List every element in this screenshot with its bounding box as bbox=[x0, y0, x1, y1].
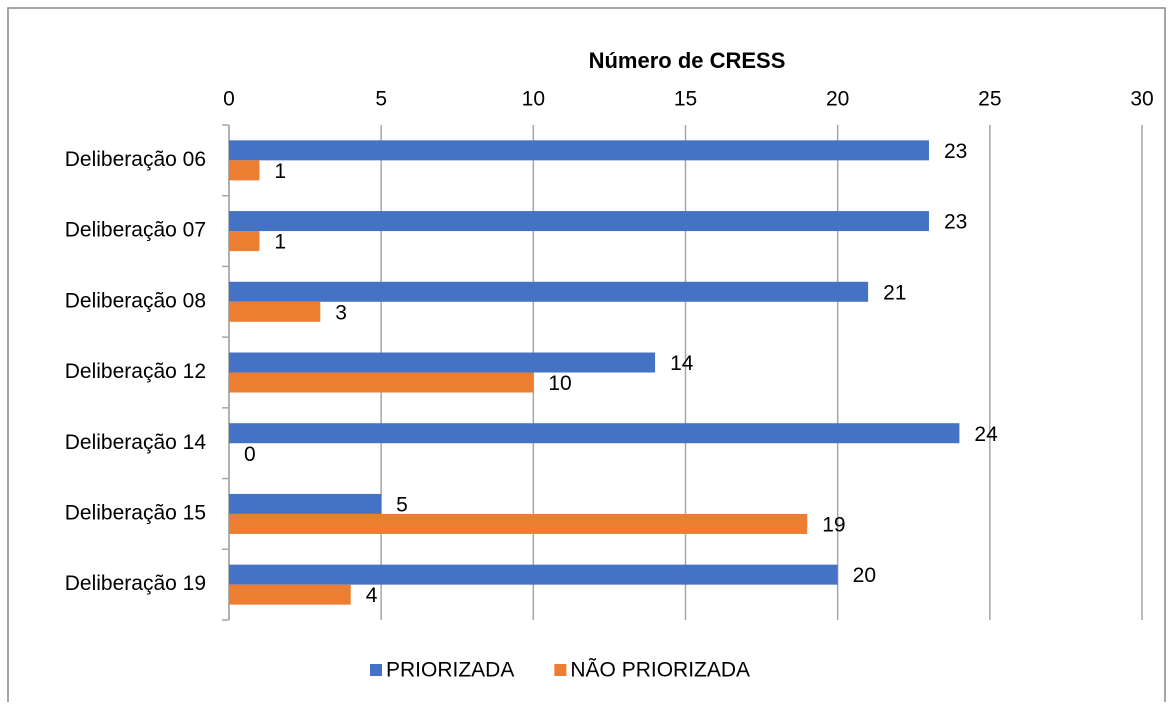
y-tick-label: Deliberação 15 bbox=[65, 501, 206, 524]
x-tick-label: 20 bbox=[826, 88, 849, 111]
y-tick-label: Deliberação 06 bbox=[65, 148, 206, 171]
bar bbox=[229, 423, 960, 444]
bar bbox=[229, 140, 929, 161]
data-label: 5 bbox=[396, 493, 408, 516]
bar bbox=[229, 211, 929, 232]
y-tick-label: Deliberação 08 bbox=[65, 289, 206, 312]
bar bbox=[229, 372, 534, 393]
data-label: 20 bbox=[853, 564, 876, 587]
x-tick-label: 5 bbox=[375, 88, 387, 111]
legend-swatch bbox=[554, 664, 567, 676]
data-label: 1 bbox=[274, 231, 286, 254]
y-tick-label: Deliberação 19 bbox=[65, 572, 206, 595]
x-tick-label: 0 bbox=[223, 88, 235, 111]
x-tick-label: 10 bbox=[522, 88, 545, 111]
bar bbox=[229, 584, 351, 605]
data-label: 0 bbox=[244, 443, 256, 466]
legend-swatch bbox=[370, 664, 382, 676]
bar bbox=[229, 493, 382, 514]
x-tick-label: 25 bbox=[978, 88, 1001, 111]
data-label: 3 bbox=[335, 301, 347, 324]
data-label: 19 bbox=[822, 513, 845, 536]
x-tick-label: 15 bbox=[674, 88, 697, 111]
axis-title: Número de CRESS bbox=[589, 48, 786, 73]
bar bbox=[229, 352, 656, 373]
y-tick-label: Deliberação 14 bbox=[65, 431, 207, 454]
bar bbox=[229, 160, 260, 181]
data-label: 10 bbox=[548, 372, 571, 395]
bar bbox=[229, 564, 838, 585]
y-tick-label: Deliberação 07 bbox=[65, 219, 206, 242]
data-label: 23 bbox=[944, 211, 967, 234]
data-label: 4 bbox=[366, 584, 378, 607]
y-tick-label: Deliberação 12 bbox=[65, 360, 206, 383]
legend-label: PRIORIZADA bbox=[386, 659, 514, 682]
data-label: 24 bbox=[974, 423, 998, 446]
bar bbox=[229, 513, 808, 534]
data-label: 14 bbox=[670, 352, 694, 375]
data-label: 21 bbox=[883, 281, 906, 304]
x-tick-label: 30 bbox=[1130, 88, 1153, 111]
bar bbox=[229, 231, 260, 252]
bar bbox=[229, 301, 321, 322]
legend-label: NÃO PRIORIZADA bbox=[570, 658, 750, 682]
data-label: 1 bbox=[274, 160, 286, 183]
data-label: 23 bbox=[944, 140, 967, 163]
bar bbox=[229, 281, 869, 302]
